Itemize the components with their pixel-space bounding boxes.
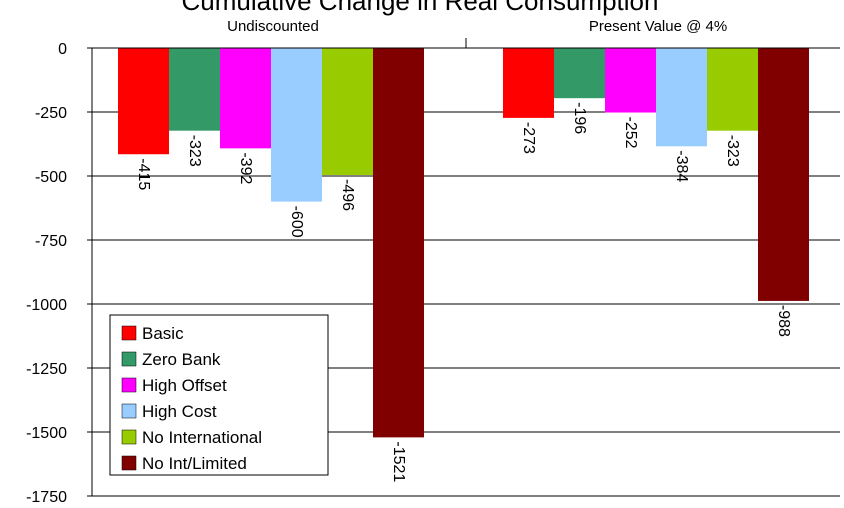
data-label: -252 [622,117,639,149]
legend-swatch [121,377,137,393]
legend-swatch [121,429,137,445]
category-label: Undiscounted [227,18,319,35]
bar-zero-bank-1 [554,48,605,99]
legend-swatch [121,351,137,367]
y-tick-label: -1000 [26,297,67,314]
data-label: -600 [288,206,305,238]
legend-label: High Offset [142,376,227,395]
bar-high-cost-1 [656,48,707,147]
data-label: -496 [339,179,356,211]
bar-no-int-limited-0 [373,48,424,438]
bar-no-international-0 [322,48,373,175]
y-tick-label: -1500 [26,425,67,442]
legend-label: Zero Bank [142,350,221,369]
bar-high-cost-0 [271,48,322,202]
data-label: -392 [237,152,254,184]
y-tick-label: -500 [35,169,67,186]
bar-no-int-limited-1 [758,48,809,301]
y-tick-label: -1250 [26,361,67,378]
data-label: -323 [186,135,203,167]
data-label: -415 [135,158,152,190]
bar-no-international-1 [707,48,758,131]
data-label: -196 [571,102,588,134]
bar-high-offset-0 [220,48,271,149]
legend-label: High Cost [142,402,217,421]
legend-label: No International [142,428,262,447]
data-label: -273 [520,122,537,154]
bar-basic-1 [503,48,554,118]
bar-high-offset-1 [605,48,656,113]
chart-title: Cumulative Change in Real Consumption [182,0,659,16]
y-tick-label: -750 [35,233,67,250]
bar-basic-0 [118,48,169,155]
legend-swatch [121,455,137,471]
bar-zero-bank-0 [169,48,220,131]
legend-swatch [121,403,137,419]
y-tick-label: 0 [58,41,67,58]
data-label: -988 [775,305,792,337]
data-label: -323 [724,135,741,167]
category-label: Present Value @ 4% [589,18,727,35]
legend-swatch [121,325,137,341]
legend-label: Basic [142,324,184,343]
legend-label: No Int/Limited [142,454,247,473]
y-tick-label: -1750 [26,489,67,506]
data-label: -1521 [390,441,407,482]
legend [109,314,329,476]
data-label: -384 [673,150,690,182]
y-tick-label: -250 [35,105,67,122]
